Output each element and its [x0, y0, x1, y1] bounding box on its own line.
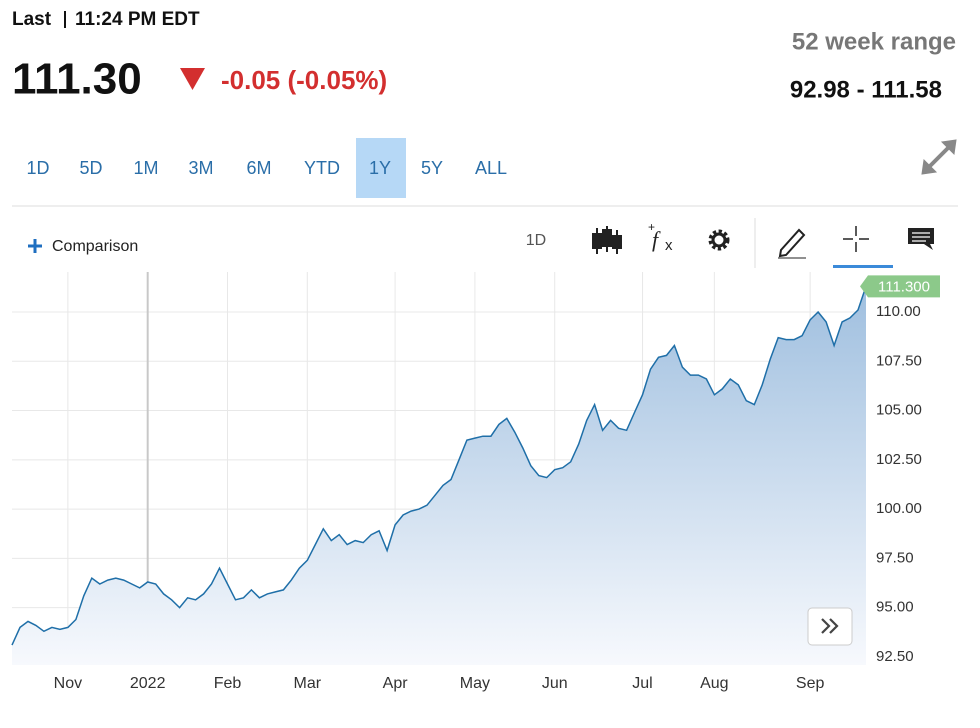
icon-glyph: f: [652, 227, 661, 252]
active-tool-underline: [833, 265, 893, 268]
x-tick-label: Nov: [54, 675, 82, 692]
range-button-label: 6M: [246, 158, 271, 178]
range-button[interactable]: 1M: [133, 158, 158, 178]
scroll-button[interactable]: [807, 607, 853, 646]
fx-icon[interactable]: + f x: [648, 220, 673, 254]
range-value: 92.98 - 111.58: [790, 76, 942, 103]
y-tick-label: 95.00: [876, 599, 914, 616]
range-button[interactable]: YTD: [304, 158, 340, 178]
scroll-button-glyph: [821, 618, 839, 634]
range-button[interactable]: 5Y: [421, 158, 443, 178]
y-tick-label: 105.00: [876, 402, 922, 419]
draw-icon[interactable]: [778, 228, 806, 259]
x-tick-label: Jun: [542, 675, 568, 692]
x-tick-label: Mar: [294, 675, 322, 692]
y-tick-label: 107.50: [876, 352, 922, 369]
icon-glyph: x: [665, 237, 673, 254]
candle-icon[interactable]: [592, 226, 622, 254]
y-tick-label: 110.00: [876, 303, 921, 320]
time: 11:24 PM EDT: [75, 9, 200, 30]
separator: [64, 11, 66, 28]
range-button-label: 5D: [79, 158, 102, 178]
range-button[interactable]: 5D: [79, 158, 102, 178]
y-tick-label: 92.50: [876, 648, 914, 665]
range-button-label: 5Y: [421, 158, 443, 178]
down-arrow: [180, 68, 205, 90]
range-button[interactable]: 3M: [188, 158, 213, 178]
price: 111.30: [12, 55, 142, 104]
expand-icon[interactable]: [921, 139, 957, 175]
x-tick-label: May: [460, 675, 490, 692]
y-tick-label: 100.00: [876, 500, 922, 517]
x-tick-label: Feb: [214, 675, 242, 692]
comparison-label: Comparison: [52, 238, 138, 255]
range-button-label: 1Y: [369, 158, 391, 178]
last-label: Last: [12, 9, 52, 30]
range-button[interactable]: ALL: [475, 158, 507, 178]
plot: 92.50 95.00 97.50 100.00 102.50 105.00 107.50 1…: [11, 272, 940, 692]
comment-icon[interactable]: [908, 228, 934, 250]
range-button-label: ALL: [475, 158, 507, 178]
range-button-highlight: [356, 138, 406, 198]
last-price-label: 111.300: [878, 278, 930, 295]
range-button-label: 1D: [26, 158, 49, 178]
range-button[interactable]: 1D: [26, 158, 49, 178]
range-button[interactable]: 1Y: [356, 138, 406, 198]
y-tick-label: 102.50: [876, 451, 922, 468]
x-tick-label: Sep: [796, 675, 825, 692]
range-button[interactable]: 6M: [246, 158, 271, 178]
x-tick-label: Jul: [632, 675, 652, 692]
range-title: 52 week range: [792, 28, 956, 55]
x-tick-label: Apr: [383, 675, 409, 692]
range-bar: 1D 5D 1M 3M 6M YTD 1Y 5Y ALL: [26, 138, 507, 198]
last-price-tag: [860, 275, 940, 298]
settings-icon[interactable]: [708, 229, 730, 251]
comparison-button[interactable]: Comparison: [28, 238, 138, 255]
crosshair-icon[interactable]: [843, 226, 869, 252]
x-tick-label: 2022: [130, 675, 166, 692]
y-tick-label: 97.50: [876, 549, 914, 566]
x-tick-label: Aug: [700, 675, 728, 692]
plus-icon: [28, 239, 42, 253]
interval-button[interactable]: 1D: [526, 232, 546, 249]
range-button-label: 3M: [188, 158, 213, 178]
area: [12, 286, 866, 665]
line: [11, 286, 867, 646]
change: -0.05 (-0.05%): [221, 65, 387, 95]
range-button-label: YTD: [304, 158, 340, 178]
icon-glyph: +: [648, 220, 655, 234]
range-button-label: 1M: [133, 158, 158, 178]
